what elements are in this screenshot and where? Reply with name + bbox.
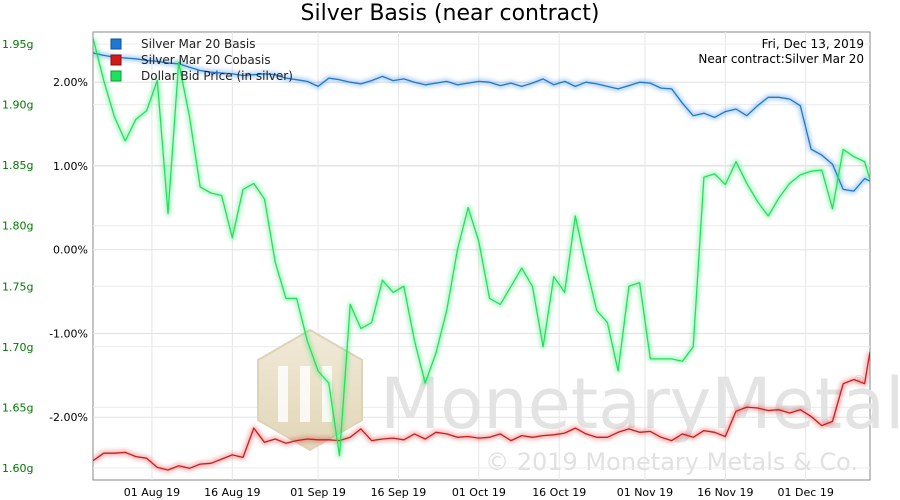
legend-label-basis: Silver Mar 20 Basis bbox=[141, 37, 255, 51]
x-tick-label: 01 Sep 19 bbox=[290, 486, 346, 499]
legend-swatch-cobasis bbox=[110, 54, 122, 66]
legend-swatch-dollar-bid bbox=[110, 70, 122, 82]
legend-label-cobasis: Silver Mar 20 Cobasis bbox=[141, 53, 271, 67]
x-tick-label: 01 Dec 19 bbox=[778, 486, 834, 499]
legend: Silver Mar 20 Basis Silver Mar 20 Cobasi… bbox=[110, 37, 293, 83]
watermark-logo-bar bbox=[278, 366, 288, 422]
y-left-tick-label: 1.80g bbox=[2, 220, 33, 233]
y-right-tick-label: -2.00% bbox=[49, 411, 88, 424]
series-line-cobasis bbox=[93, 351, 870, 471]
legend-label-dollar-bid: Dollar Bid Price (in silver) bbox=[141, 69, 293, 83]
info-box: Fri, Dec 13, 2019 Near contract:Silver M… bbox=[698, 37, 864, 66]
watermark-logo-bar bbox=[322, 366, 332, 422]
series-line-dollar-bid bbox=[93, 37, 870, 457]
grid-lines bbox=[93, 32, 870, 480]
x-tick-label: 01 Nov 19 bbox=[617, 486, 673, 499]
y-left-tick-label: 1.65g bbox=[2, 401, 33, 414]
x-tick-label: 01 Aug 19 bbox=[124, 486, 180, 499]
axis-labels: 01 Aug 19 16 Aug 19 01 Sep 19 16 Sep 19 01 O… bbox=[2, 38, 834, 499]
y-left-tick-label: 1.85g bbox=[2, 159, 33, 172]
series-layer bbox=[93, 37, 870, 473]
y-left-tick-label: 1.90g bbox=[2, 99, 33, 112]
y-left-tick-label: 1.60g bbox=[2, 462, 33, 475]
legend-swatch-basis bbox=[110, 38, 122, 50]
y-right-tick-label: 2.00% bbox=[53, 76, 88, 89]
y-left-tick-label: 1.70g bbox=[2, 341, 33, 354]
x-tick-label: 16 Aug 19 bbox=[204, 486, 260, 499]
info-date: Fri, Dec 13, 2019 bbox=[762, 37, 864, 51]
chart-title: Silver Basis (near contract) bbox=[301, 1, 600, 26]
y-right-tick-label: 1.00% bbox=[53, 160, 88, 173]
y-right-tick-label: -1.00% bbox=[49, 327, 88, 340]
y-left-tick-label: 1.75g bbox=[2, 280, 33, 293]
x-tick-label: 16 Oct 19 bbox=[532, 486, 586, 499]
watermark-copyright: © 2019 Monetary Metals & Co. bbox=[485, 448, 858, 476]
series-line-basis bbox=[93, 52, 870, 192]
y-right-tick-label: 0.00% bbox=[53, 244, 88, 257]
y-left-tick-label: 1.95g bbox=[2, 38, 33, 51]
watermark: MonetaryMetals ® © 2019 Monetary Metals … bbox=[257, 328, 900, 476]
x-tick-label: 16 Sep 19 bbox=[371, 486, 427, 499]
watermark-logo-bar bbox=[300, 366, 310, 422]
x-tick-label: 01 Oct 19 bbox=[452, 486, 506, 499]
x-tick-label: 16 Nov 19 bbox=[697, 486, 753, 499]
info-near-contract: Near contract:Silver Mar 20 bbox=[698, 52, 864, 66]
